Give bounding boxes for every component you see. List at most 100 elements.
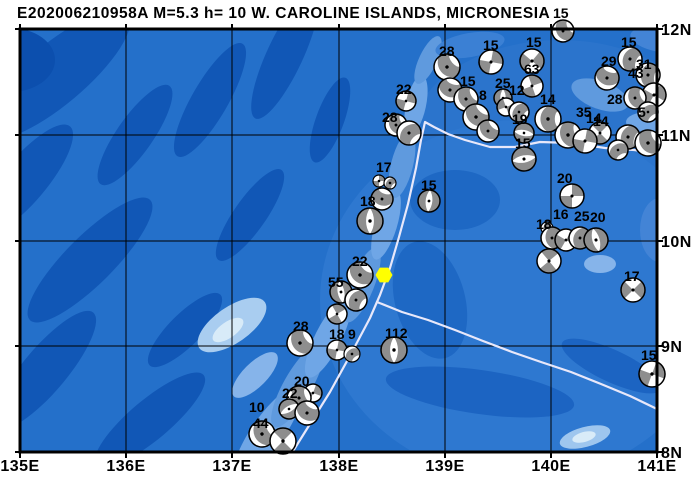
beachball-outline [294, 400, 320, 426]
beachball [380, 336, 408, 364]
longitude-label: 135E [0, 458, 39, 475]
beachball [356, 207, 384, 235]
depth-label: 22 [352, 253, 368, 269]
depth-label: 29 [601, 53, 617, 69]
depth-label: 14 [593, 113, 609, 129]
beachball-outline [395, 90, 417, 112]
depth-label: 44 [253, 415, 269, 431]
beachball-center-dot [445, 65, 449, 69]
beachball-center-dot [335, 348, 339, 352]
depth-label: 35 [576, 104, 592, 120]
plate-boundary-line [375, 300, 657, 411]
depth-label: 22 [282, 385, 298, 401]
beachball-center-dot [546, 117, 550, 121]
beachball [417, 189, 441, 213]
latitude-label: 8N [661, 445, 682, 462]
latitude-label: 9N [661, 339, 682, 356]
beachball-outline [433, 53, 461, 81]
beachball-outline [572, 128, 598, 154]
beachball-outline [617, 46, 643, 72]
beachball-center-dot [530, 59, 534, 63]
bathymetry-patch [20, 310, 97, 430]
beachball [326, 303, 348, 325]
bathymetry-patch [20, 29, 55, 92]
depth-label: 15 [460, 73, 476, 89]
beachball-outline [356, 207, 384, 235]
bathymetry-patch [371, 190, 401, 260]
beachball [634, 129, 662, 157]
beachball [344, 288, 368, 312]
beachball [343, 345, 361, 363]
beachball [278, 398, 300, 420]
event-marker [375, 267, 393, 283]
beachball [286, 329, 314, 357]
beachball-outline [519, 48, 545, 74]
beachball-outline [534, 105, 562, 133]
beachball [607, 139, 629, 161]
beachball-center-dot [474, 115, 478, 119]
beachball-center-dot [628, 57, 632, 61]
bathymetry-patch [561, 338, 657, 394]
beachball [508, 101, 530, 123]
beachball [478, 49, 504, 75]
beachball-outline [278, 398, 300, 420]
bathymetry-patch [20, 29, 131, 141]
beachball-center-dot [570, 194, 574, 198]
beachball-center-dot [646, 73, 650, 77]
longitude-label: 139E [425, 458, 464, 475]
depth-label: 19 [512, 111, 528, 127]
depth-label: 9 [348, 326, 356, 342]
beachball-center-dot [388, 181, 392, 185]
beachball-center-dot [311, 391, 315, 395]
beachball-outline [536, 248, 562, 274]
beachball-center-dot [297, 396, 301, 400]
beachball-outline [396, 120, 422, 146]
beachball [617, 46, 644, 72]
beachball-center-dot [339, 290, 343, 294]
beachball [594, 64, 620, 91]
beachball-center-dot [335, 312, 339, 316]
beachball-outline [326, 303, 348, 325]
beachball [513, 122, 535, 144]
beachball [476, 119, 500, 143]
beachball-center-dot [350, 352, 354, 356]
longitude-label: 136E [106, 458, 145, 475]
depth-label: 18 [536, 216, 552, 232]
beachball-outline [559, 183, 585, 209]
beachball-center-dot [566, 133, 570, 137]
longitude-label: 138E [319, 458, 358, 475]
bathymetry-patch [20, 124, 74, 236]
depth-label: 17 [624, 268, 640, 284]
longitude-label: 137E [212, 458, 251, 475]
depth-label: 15 [483, 37, 499, 53]
bathymetry-patch [410, 170, 500, 230]
bathymetry-patch [392, 241, 468, 359]
depth-label: 15 [515, 135, 531, 151]
beachball-center-dot [550, 236, 554, 240]
depth-label: 28 [439, 43, 455, 59]
beachball-center-dot [358, 273, 362, 277]
beachball-outline [417, 189, 441, 213]
beachball-center-dot [394, 123, 398, 127]
plate-boundary-line [291, 120, 657, 452]
depth-label: 14 [586, 110, 602, 126]
beachball-outline [248, 420, 276, 448]
beachball-center-dot [464, 97, 468, 101]
beachball-center-dot [368, 219, 372, 223]
bathymetry-patch [630, 29, 657, 53]
depth-label: 20 [557, 170, 573, 186]
bathymetry-patch [232, 352, 278, 398]
depth-label: 15 [553, 5, 569, 21]
bathymetry-patch [215, 169, 285, 261]
depth-label: 22 [396, 81, 412, 97]
beachball [372, 174, 386, 188]
beachball [346, 261, 374, 289]
beachball-center-dot [598, 131, 602, 135]
beachball-center-dot [547, 259, 551, 263]
beachball-center-dot [287, 407, 291, 411]
latitude-label: 10N [661, 234, 692, 251]
beachball-outline [343, 345, 361, 363]
beachball [326, 339, 348, 361]
beachball-center-dot [380, 197, 384, 201]
